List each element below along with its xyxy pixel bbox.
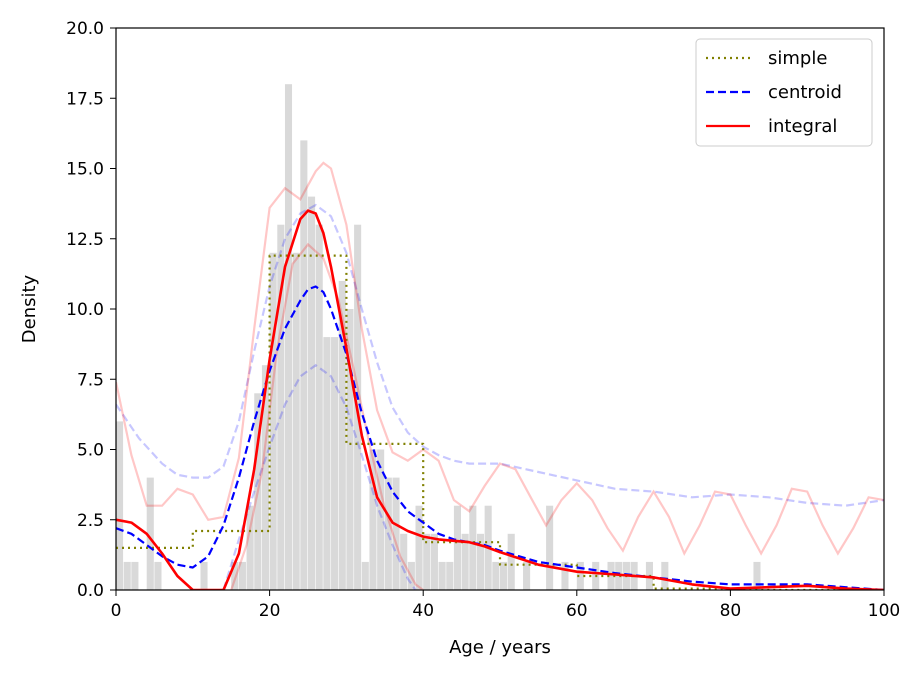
histogram-bar — [308, 196, 316, 590]
histogram-bar — [461, 533, 469, 590]
y-tick-label: 12.5 — [66, 230, 104, 250]
histogram-bar — [123, 561, 131, 590]
histogram-bar — [446, 561, 454, 590]
histogram-bar — [492, 561, 500, 590]
histogram-bar — [469, 505, 477, 590]
histogram-bar — [146, 477, 154, 590]
y-axis-label: Density — [19, 274, 40, 343]
x-tick-label: 100 — [868, 601, 900, 621]
histogram-bar — [284, 84, 293, 590]
legend-label-centroid: centroid — [768, 82, 842, 103]
y-tick-label: 0.0 — [77, 581, 104, 601]
y-tick-label: 5.0 — [77, 441, 104, 461]
histogram-bar — [476, 533, 485, 590]
centroid-band-upper — [116, 203, 884, 507]
y-tick-label: 10.0 — [66, 300, 104, 320]
histogram — [116, 84, 761, 590]
histogram-bar — [453, 505, 461, 590]
y-tick-label: 15.0 — [66, 160, 104, 180]
histogram-bar — [392, 477, 400, 590]
y-tick-label: 17.5 — [66, 89, 104, 109]
legend-label-simple: simple — [768, 48, 827, 69]
histogram-bar — [338, 280, 346, 590]
histogram-bar — [430, 533, 438, 590]
histogram-bar — [384, 477, 392, 590]
legend: simple centroid integral — [695, 38, 873, 147]
integral-band-upper — [116, 161, 884, 557]
histogram-bar — [246, 505, 254, 590]
histogram-bar — [377, 449, 385, 590]
x-axis-label: Age / years — [449, 637, 551, 658]
centroid-series-line — [116, 285, 884, 590]
legend-box — [695, 38, 873, 147]
histogram-bar — [131, 561, 139, 590]
histogram-bar — [415, 505, 423, 590]
x-tick-label: 40 — [412, 601, 434, 621]
histogram-bar — [369, 449, 377, 590]
histogram-bar — [361, 561, 369, 590]
histogram-bar — [661, 561, 669, 590]
histogram-bar — [116, 421, 124, 590]
histogram-bar — [507, 533, 515, 590]
histogram-bar — [315, 224, 323, 590]
x-tick-label: 80 — [720, 601, 742, 621]
confidence-bands — [116, 161, 884, 590]
histogram-bar — [254, 393, 262, 590]
histogram-bar — [346, 309, 354, 590]
histogram-bar — [576, 561, 584, 590]
histogram-bar — [407, 561, 415, 590]
x-axis: 0 20 40 60 80 100 — [111, 590, 900, 621]
histogram-bar — [269, 252, 277, 590]
histogram-bar — [607, 561, 615, 590]
integral-band-lower — [230, 242, 424, 590]
y-tick-label: 20.0 — [66, 19, 104, 39]
histogram-bar — [500, 561, 508, 590]
histogram-bar — [523, 561, 531, 590]
histogram-bar — [561, 561, 569, 590]
series-lines — [116, 209, 884, 590]
histogram-bar — [323, 337, 331, 590]
integral-series-line — [116, 209, 884, 590]
y-tick-label: 7.5 — [77, 370, 104, 390]
histogram-bar — [261, 365, 269, 590]
legend-label-integral: integral — [768, 116, 837, 137]
y-tick-label: 2.5 — [77, 511, 104, 531]
histogram-bar — [292, 252, 300, 590]
histogram-bar — [154, 561, 162, 590]
histogram-bar — [423, 533, 431, 590]
histogram-bar — [277, 224, 285, 590]
histogram-bar — [753, 561, 761, 590]
histogram-bar — [438, 561, 446, 590]
x-tick-label: 60 — [566, 601, 588, 621]
histogram-bar — [546, 505, 554, 590]
histogram-bar — [200, 561, 208, 590]
histogram-bar — [331, 337, 339, 590]
centroid-band-lower — [222, 363, 417, 590]
y-axis: 0.0 2.5 5.0 7.5 10.0 12.5 15.0 17.5 20.0 — [66, 19, 116, 601]
histogram-bar — [238, 561, 246, 590]
x-tick-label: 0 — [111, 601, 122, 621]
histogram-bar — [400, 533, 408, 590]
histogram-bar — [231, 561, 239, 590]
x-tick-label: 20 — [259, 601, 281, 621]
histogram-bar — [300, 140, 308, 590]
